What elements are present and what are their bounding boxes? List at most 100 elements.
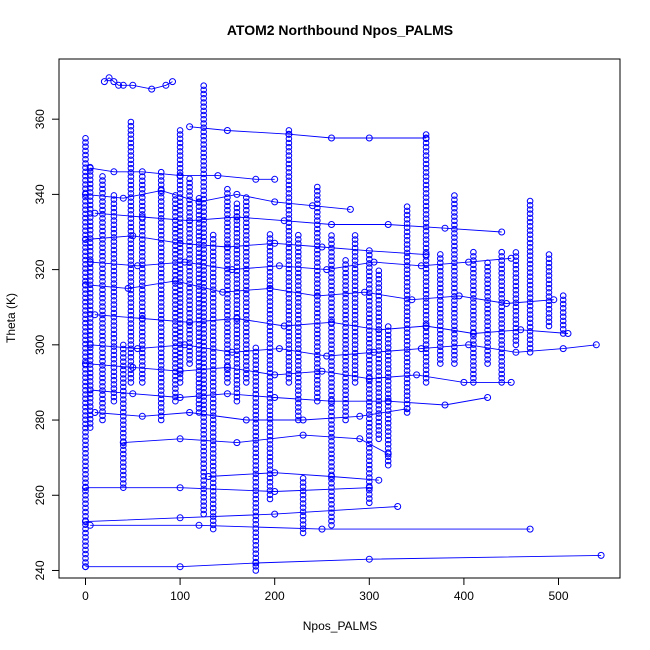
data-point xyxy=(110,385,118,392)
data-point xyxy=(129,363,137,371)
data-point xyxy=(384,365,392,372)
data-point xyxy=(99,374,106,382)
data-point xyxy=(266,340,274,347)
data-point xyxy=(110,381,118,388)
data-point xyxy=(243,307,250,315)
data-point xyxy=(120,383,127,391)
data-point xyxy=(176,514,184,522)
data-point xyxy=(82,277,89,285)
data-point xyxy=(233,339,241,346)
data-point xyxy=(99,366,106,373)
data-point xyxy=(403,228,411,236)
data-point xyxy=(224,232,231,239)
data-point xyxy=(285,164,293,172)
data-point xyxy=(451,272,458,279)
data-point xyxy=(110,276,118,283)
data-point xyxy=(186,322,193,330)
data-point xyxy=(314,183,321,191)
data-point xyxy=(82,487,89,495)
data-point xyxy=(99,227,106,235)
data-point xyxy=(526,256,534,264)
data-point xyxy=(526,260,534,268)
data-point xyxy=(252,432,260,440)
data-point xyxy=(200,162,207,169)
data-point xyxy=(82,265,89,272)
data-point xyxy=(484,309,491,317)
data-point xyxy=(328,421,335,428)
data-point xyxy=(176,257,184,264)
data-point xyxy=(200,452,207,459)
data-point xyxy=(512,341,520,349)
data-point xyxy=(86,310,94,318)
data-point xyxy=(314,385,321,392)
data-point xyxy=(224,253,231,260)
data-point xyxy=(157,231,165,239)
data-point xyxy=(545,259,553,267)
data-point xyxy=(403,274,411,282)
data-point xyxy=(299,496,307,503)
data-point xyxy=(127,223,135,231)
data-point xyxy=(314,397,321,405)
data-point xyxy=(99,294,106,302)
data-point xyxy=(86,180,94,188)
data-point xyxy=(299,416,307,424)
data-point xyxy=(437,356,444,363)
data-point xyxy=(127,202,135,210)
data-point xyxy=(110,288,118,296)
data-point xyxy=(328,484,335,491)
data-point xyxy=(498,374,506,382)
data-point xyxy=(422,311,430,319)
data-point xyxy=(200,250,207,257)
data-point xyxy=(224,303,231,311)
data-point xyxy=(507,378,515,386)
data-point xyxy=(403,405,411,413)
data-point xyxy=(314,364,321,371)
data-point xyxy=(86,302,94,310)
data-point xyxy=(157,404,165,411)
data-point xyxy=(82,324,89,331)
data-point xyxy=(498,278,506,285)
data-point xyxy=(82,193,89,201)
data-point xyxy=(512,261,520,269)
data-point xyxy=(157,336,165,344)
data-point xyxy=(82,546,89,554)
data-point xyxy=(318,525,326,533)
data-point xyxy=(375,275,383,283)
data-point xyxy=(271,371,279,379)
data-point xyxy=(266,449,274,457)
data-point xyxy=(451,213,458,220)
data-point xyxy=(200,208,207,215)
data-point xyxy=(437,318,444,325)
data-point xyxy=(127,265,135,273)
data-point xyxy=(110,355,118,363)
data-point xyxy=(99,399,106,407)
data-point xyxy=(526,311,534,318)
profile-column xyxy=(120,341,127,492)
data-point xyxy=(195,350,203,358)
data-point xyxy=(422,282,430,290)
data-point xyxy=(484,284,491,292)
data-point xyxy=(470,337,477,344)
data-point xyxy=(209,441,217,449)
data-point xyxy=(484,293,491,300)
data-point xyxy=(417,345,425,353)
data-point xyxy=(224,206,231,214)
data-point xyxy=(195,270,203,278)
data-point xyxy=(403,237,411,244)
data-point xyxy=(328,134,335,142)
data-point xyxy=(200,464,207,472)
data-point xyxy=(176,295,184,302)
data-point xyxy=(82,210,89,218)
data-point xyxy=(176,337,184,344)
data-point xyxy=(86,273,94,280)
data-point xyxy=(209,257,217,264)
x-tick-label: 100 xyxy=(170,589,190,603)
data-point xyxy=(200,363,207,371)
data-point xyxy=(195,207,203,215)
data-point xyxy=(195,384,203,391)
data-point xyxy=(82,147,89,155)
data-point xyxy=(384,415,392,423)
data-point xyxy=(295,252,302,260)
data-point xyxy=(285,307,293,315)
data-point xyxy=(375,347,383,354)
